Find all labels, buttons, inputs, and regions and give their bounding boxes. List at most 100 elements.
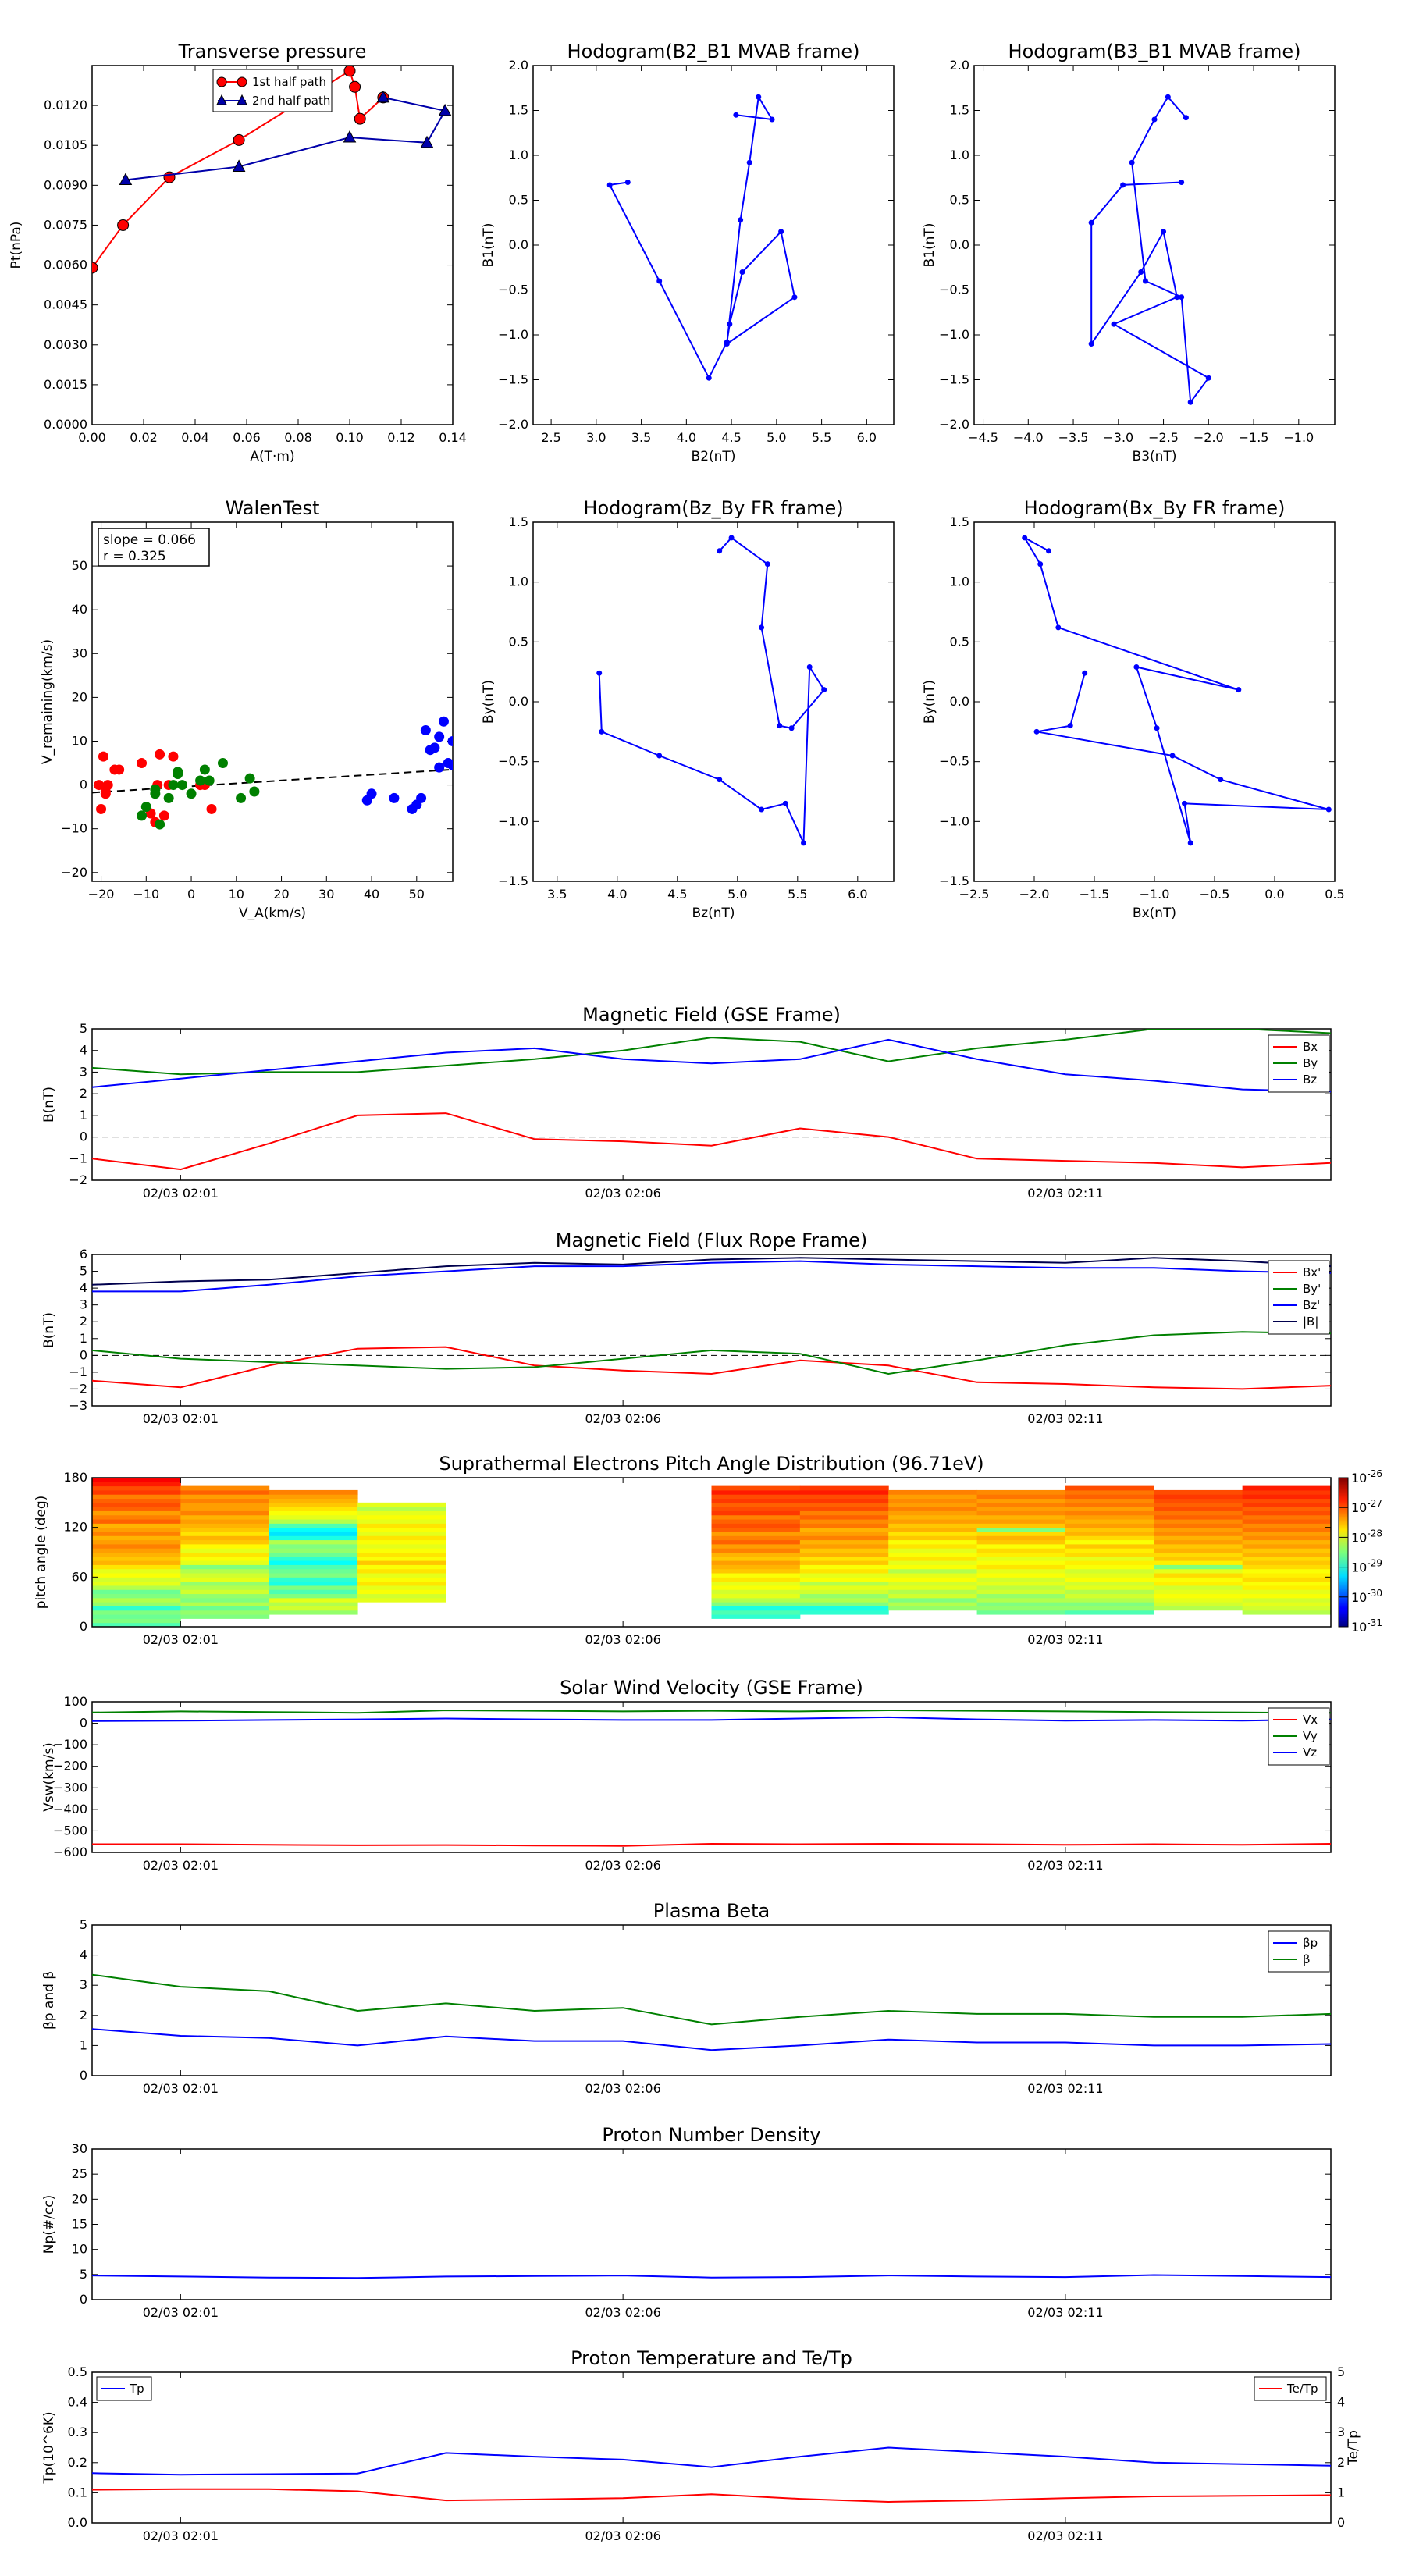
colorbar-tick-exp: -30 <box>1367 1588 1382 1599</box>
heatmap-cell <box>888 1494 978 1500</box>
heatmap-cell <box>1154 1543 1243 1549</box>
y-tick-label: −1 <box>69 1151 87 1165</box>
data-point <box>821 687 827 693</box>
heatmap-cell <box>269 1514 358 1520</box>
data-point <box>447 760 453 770</box>
chart-title: Hodogram(B3_B1 MVAB frame) <box>1008 41 1301 62</box>
heatmap-cell <box>180 1556 270 1561</box>
heatmap-cell <box>711 1606 801 1611</box>
x-tick-label: 20 <box>273 887 289 902</box>
heatmap-cell <box>888 1585 978 1590</box>
y-tick-label: −2.0 <box>939 417 969 432</box>
heatmap-cell <box>711 1507 801 1511</box>
heatmap-cell <box>976 1489 1066 1495</box>
x-tick-label: −2.5 <box>1148 430 1179 445</box>
colorbar-tick-label: 10-31 <box>1351 1617 1382 1635</box>
heatmap-cell <box>269 1510 358 1516</box>
chart-title: Suprathermal Electrons Pitch Angle Distr… <box>439 1453 984 1475</box>
heatmap-cell <box>1154 1568 1243 1574</box>
heatmap-cell <box>1242 1494 1332 1500</box>
heatmap-cell <box>888 1523 978 1528</box>
x-tick-label: −2.5 <box>959 887 990 902</box>
plot-area <box>1088 94 1211 405</box>
legend-label: Tp <box>129 2382 144 2396</box>
plot-area <box>92 2446 1331 2503</box>
heatmap-cell <box>799 1552 889 1557</box>
y-tick-label: 3 <box>80 1977 87 1992</box>
data-point <box>1088 341 1094 347</box>
solar-wind-velocity-panel: Solar Wind Velocity (GSE Frame) 02/03 02:… <box>41 1677 1332 1873</box>
x-tick-label: 02/03 02:06 <box>585 2528 660 2543</box>
data-point <box>416 792 427 803</box>
heatmap-cell <box>357 1527 446 1532</box>
data-point <box>163 171 176 183</box>
x-tick-label: 02/03 02:11 <box>1027 2528 1103 2543</box>
heatmap-cell <box>976 1548 1066 1553</box>
series-line-Vx <box>92 1842 1331 1847</box>
heatmap-cell <box>92 1494 181 1500</box>
heatmap-cell <box>888 1577 978 1582</box>
chart-title: Magnetic Field (Flux Rope Frame) <box>556 1229 867 1251</box>
heatmap-cell <box>799 1519 889 1524</box>
data-point <box>1033 728 1040 735</box>
heatmap-cell <box>799 1602 889 1606</box>
heatmap-cell <box>1154 1523 1243 1528</box>
heatmap-cell <box>1065 1593 1154 1599</box>
y-tick-label: 0 <box>80 777 87 792</box>
heatmap-cell <box>92 1597 181 1603</box>
y-tick-label: 0.0120 <box>44 98 87 112</box>
x-tick-label: 4.5 <box>721 430 741 445</box>
plot-frame <box>91 1028 1332 1181</box>
heatmap-cell <box>799 1577 889 1582</box>
heatmap-cell <box>1065 1597 1154 1603</box>
heatmap-cell <box>180 1560 270 1565</box>
x-tick-label: 0.0 <box>1264 887 1284 902</box>
heatmap-cell <box>711 1589 801 1595</box>
heatmap-cell <box>1154 1494 1243 1500</box>
heatmap-cell <box>357 1568 446 1574</box>
heatmap-cell <box>92 1573 181 1578</box>
heatmap-cell <box>92 1543 181 1549</box>
heatmap-cell <box>1065 1510 1154 1516</box>
y-tick-label: −0.5 <box>939 754 969 769</box>
heatmap-cell <box>180 1510 270 1516</box>
y-tick-label: 1 <box>80 2037 87 2052</box>
heatmap-cell <box>976 1577 1066 1582</box>
legend-label: Te/Tp <box>1286 2382 1318 2396</box>
heatmap-cell <box>1242 1502 1332 1507</box>
heatmap-cell <box>711 1564 801 1570</box>
heatmap-cell <box>888 1498 978 1503</box>
heatmap-cell <box>1065 1573 1154 1578</box>
magnetic-field-fr-panel: Magnetic Field (Flux Rope Frame) 02/03 02… <box>41 1229 1332 1426</box>
heatmap-cell <box>92 1489 181 1495</box>
data-point <box>1111 321 1117 327</box>
heatmap-cell <box>357 1597 446 1603</box>
heatmap-cell <box>799 1593 889 1599</box>
heatmap-cell <box>180 1539 270 1545</box>
y-tick-label: 5 <box>80 1917 87 1932</box>
heatmap-cell <box>711 1556 801 1561</box>
y-tick-label: 0.0105 <box>44 137 87 152</box>
data-point <box>429 742 440 753</box>
heatmap-cell <box>269 1585 358 1590</box>
data-point <box>94 780 105 791</box>
heatmap-cell <box>888 1514 978 1520</box>
heatmap-cell <box>799 1539 889 1545</box>
fit-line <box>92 768 453 794</box>
heatmap-cell <box>269 1543 358 1549</box>
x-tick-label: −2.0 <box>1193 430 1224 445</box>
chart-title: Hodogram(Bx_By FR frame) <box>1024 497 1286 519</box>
heatmap-cell <box>357 1531 446 1536</box>
heatmap-cell <box>269 1548 358 1553</box>
y-tick-label: 3 <box>80 1297 87 1312</box>
x-tick-label: 40 <box>364 887 379 902</box>
heatmap-cell <box>888 1519 978 1524</box>
heatmap-cell <box>357 1510 446 1516</box>
x-tick-label: 02/03 02:06 <box>585 1632 660 1647</box>
y-tick-label: 50 <box>72 558 87 573</box>
heatmap-cell <box>180 1597 270 1603</box>
legend-label: By' <box>1303 1282 1321 1296</box>
heatmap-cell <box>1242 1585 1332 1590</box>
data-point <box>717 777 723 783</box>
data-point <box>746 159 752 165</box>
